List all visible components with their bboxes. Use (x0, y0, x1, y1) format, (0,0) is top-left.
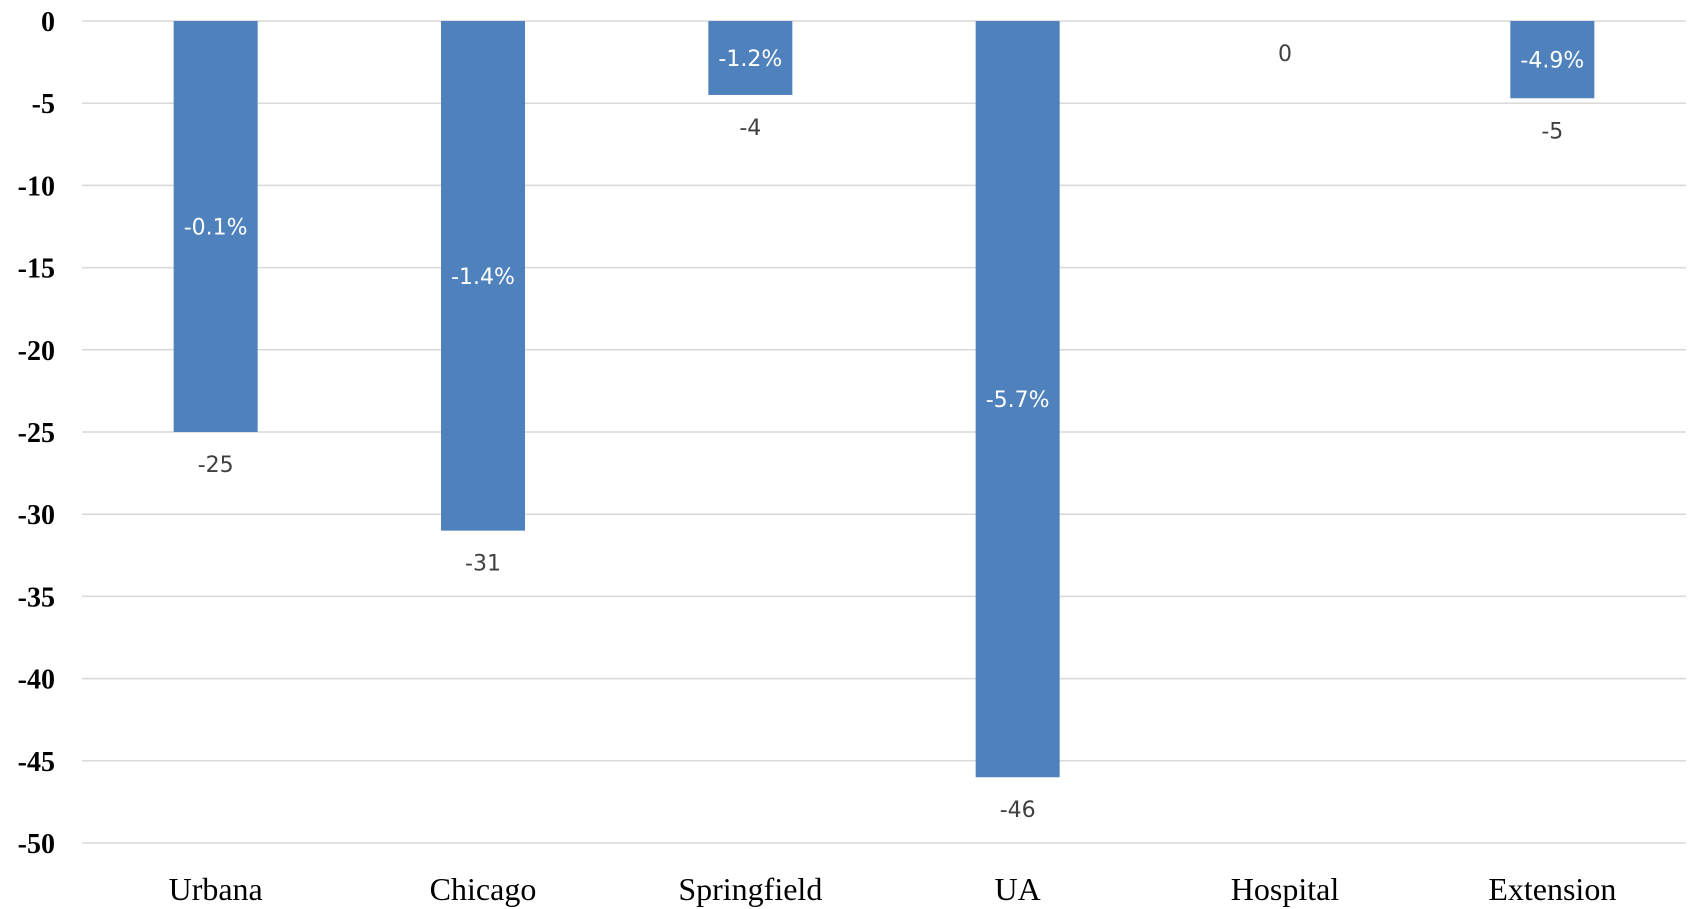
percent-label: -5.7% (986, 388, 1050, 413)
bar (708, 21, 793, 95)
percent-label: -1.4% (451, 265, 515, 290)
y-tick-label: -20 (18, 336, 55, 367)
category-label: Urbana (169, 871, 263, 907)
bar (441, 21, 525, 531)
y-tick-label: -45 (18, 747, 55, 778)
category-label: Hospital (1231, 871, 1340, 907)
y-tick-label: -25 (18, 418, 55, 449)
bar (173, 21, 258, 432)
bars (173, 21, 1595, 778)
value-label: 0 (1278, 42, 1292, 67)
bar (1510, 21, 1595, 99)
value-label: -31 (465, 552, 501, 577)
y-tick-label: -15 (18, 254, 55, 285)
percent-label: -4.9% (1520, 49, 1584, 74)
value-label: -25 (198, 453, 234, 478)
y-tick-label: -50 (18, 829, 55, 860)
x-axis-categories: Urbana Chicago Springfield UA Hospital Extens… (169, 871, 1617, 907)
category-label: Extension (1488, 871, 1616, 907)
y-tick-label: -30 (18, 500, 55, 531)
bar (975, 21, 1060, 778)
value-label: -5 (1541, 119, 1563, 144)
y-tick-label: 0 (41, 7, 55, 38)
category-label: Springfield (678, 871, 822, 907)
y-axis-ticks: 0 -5 -10 -15 -20 -25 -30 -35 -40 -45 -50 (18, 7, 55, 860)
data-labels: -25 -0.1% -31 -1.4% -4 -1.2% -46 -5.7% 0 -5 -4.9% (184, 42, 1585, 823)
percent-label: -1.2% (718, 47, 782, 72)
y-tick-label: -35 (18, 582, 55, 613)
category-label: Chicago (430, 871, 537, 907)
y-tick-label: -40 (18, 665, 55, 696)
category-label: UA (995, 871, 1041, 907)
y-tick-label: -10 (18, 171, 55, 202)
y-tick-label: -5 (32, 89, 55, 120)
value-label: -46 (1000, 798, 1036, 823)
gridlines (82, 20, 1686, 844)
value-label: -4 (739, 116, 761, 141)
percent-label: -0.1% (184, 216, 248, 241)
